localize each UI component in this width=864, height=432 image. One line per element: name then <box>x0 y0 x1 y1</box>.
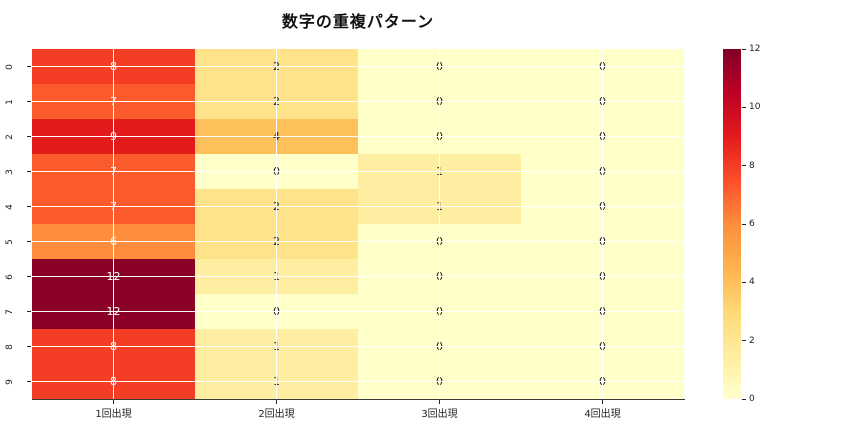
colorbar-tick-label: 8 <box>749 160 755 171</box>
x-tick-mark <box>276 400 277 404</box>
gridline-vertical <box>112 49 115 399</box>
y-tick-mark <box>27 346 31 347</box>
y-tick-mark <box>27 171 31 172</box>
gridline-vertical <box>438 49 441 399</box>
gridline-horizontal <box>32 345 684 348</box>
y-tick-mark <box>27 381 31 382</box>
gridline-horizontal <box>32 310 684 313</box>
colorbar-tick-mark <box>742 106 746 108</box>
y-tick-label: 0 <box>5 63 15 70</box>
gridline-horizontal <box>32 170 684 173</box>
colorbar-tick-label: 0 <box>749 394 755 404</box>
colorbar <box>723 49 741 399</box>
x-tick-mark <box>602 400 603 404</box>
colorbar-tick-mark <box>742 340 746 342</box>
gridline-horizontal <box>32 100 684 103</box>
y-tick-label: 6 <box>5 273 15 280</box>
x-tick-mark <box>439 400 440 404</box>
gridline-horizontal <box>32 380 684 383</box>
colorbar-tick-mark <box>742 281 746 283</box>
gridline-horizontal <box>32 135 684 138</box>
x-tick-label: 4回出現 <box>584 409 621 420</box>
gridline-horizontal <box>32 205 684 208</box>
colorbar-tick-label: 4 <box>749 277 755 288</box>
x-tick-label: 1回出現 <box>95 409 132 420</box>
x-axis-spine <box>32 399 685 400</box>
chart-title: 数字の重複パターン <box>281 12 435 31</box>
gridline-horizontal <box>32 240 684 243</box>
colorbar-tick-label: 2 <box>749 335 755 346</box>
colorbar-tick-mark <box>742 398 746 400</box>
colorbar-tick-mark <box>742 223 746 225</box>
y-tick-mark <box>27 311 31 312</box>
x-tick-label: 3回出現 <box>421 409 458 420</box>
y-tick-label: 5 <box>5 238 15 245</box>
gridline-horizontal <box>32 65 684 68</box>
y-tick-label: 3 <box>5 168 15 175</box>
x-tick-label: 2回出現 <box>258 409 295 420</box>
y-tick-mark <box>27 276 31 277</box>
colorbar-tick-label: 6 <box>749 219 755 229</box>
y-tick-label: 1 <box>5 98 15 105</box>
y-tick-mark <box>27 136 31 137</box>
heatmap-plot: 8200720094007010721062001210012000810081… <box>32 49 684 399</box>
colorbar-tick-label: 10 <box>749 102 761 113</box>
y-tick-mark <box>27 101 31 102</box>
colorbar-tick-label: 12 <box>749 44 761 54</box>
y-tick-label: 2 <box>5 133 15 140</box>
gridline-vertical <box>601 49 604 399</box>
y-tick-mark <box>27 241 31 242</box>
y-tick-label: 4 <box>5 203 15 210</box>
gridline-vertical <box>275 49 278 399</box>
y-tick-label: 7 <box>5 308 15 315</box>
colorbar-tick-mark <box>742 48 746 50</box>
x-tick-mark <box>113 400 114 404</box>
y-tick-mark <box>27 66 31 67</box>
y-tick-mark <box>27 206 31 207</box>
y-tick-label: 8 <box>5 343 15 350</box>
gridline-horizontal <box>32 275 684 278</box>
colorbar-tick-mark <box>742 165 746 167</box>
y-tick-label: 9 <box>5 378 15 385</box>
